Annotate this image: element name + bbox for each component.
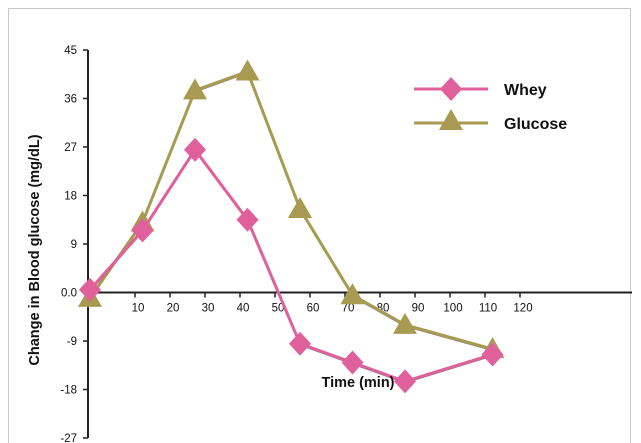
- y-tick-label: 45: [64, 45, 77, 57]
- x-tick-label: 50: [272, 303, 285, 315]
- legend-label-glucose: Glucose: [504, 116, 567, 133]
- x-tick-label: 30: [202, 303, 215, 315]
- y-tick-label: -27: [60, 433, 77, 443]
- legend: Whey Glucose: [414, 77, 567, 133]
- data-point-whey: [394, 369, 416, 394]
- x-tick-label: 110: [479, 303, 497, 315]
- series-glucose-shadow: [89, 72, 493, 352]
- x-tick-label: 120: [513, 303, 532, 315]
- series-whey: [79, 137, 504, 394]
- x-axis-label: Time (min): [321, 375, 394, 391]
- x-tick-label: 70: [342, 303, 355, 315]
- data-point-glucose: [288, 196, 312, 218]
- x-tick-label: 10: [132, 303, 145, 315]
- data-point-glucose: [393, 312, 417, 334]
- legend-item-glucose: Glucose: [414, 109, 567, 133]
- y-tick-label: 27: [64, 142, 77, 154]
- data-point-whey: [341, 350, 364, 375]
- data-point-glucose: [235, 59, 260, 81]
- legend-marker-whey: [440, 77, 462, 101]
- y-tick-labels: 45 36 27 18 9 0.0 -9 -18 -27: [60, 45, 77, 443]
- x-tick-label: 100: [443, 303, 462, 315]
- legend-item-whey: Whey: [414, 77, 547, 101]
- x-tick-label: 20: [167, 303, 180, 315]
- data-point-glucose: [340, 283, 365, 305]
- y-tick-label: 0.0: [61, 288, 77, 300]
- y-tick-label: 36: [64, 94, 77, 106]
- series-glucose-line: [88, 69, 493, 351]
- data-point-whey: [236, 207, 259, 232]
- data-point-whey: [131, 218, 154, 243]
- data-point-whey: [481, 342, 504, 367]
- data-point-whey: [289, 331, 311, 356]
- data-point-whey: [184, 137, 206, 162]
- x-tick-label: 90: [412, 303, 425, 315]
- y-tick-label: -18: [60, 385, 77, 397]
- series-whey-line: [88, 147, 493, 383]
- y-tick-label: -9: [67, 336, 77, 348]
- y-axis-label: Change in Blood glucose (mg/dL): [27, 134, 43, 365]
- x-tick-label: 60: [307, 303, 320, 315]
- legend-label-whey: Whey: [504, 82, 547, 99]
- x-tick-label: 40: [237, 303, 250, 315]
- series-layer: [78, 59, 505, 394]
- y-tick-label: 9: [71, 239, 77, 251]
- x-tick-labels: 10 20 30 40 50 60 70 80 90 100 110 120: [132, 303, 533, 315]
- data-point-glucose: [183, 78, 207, 100]
- legend-marker-glucose: [439, 109, 463, 130]
- chart-frame: [8, 8, 631, 443]
- data-point-whey: [79, 277, 101, 302]
- y-tick-label: 18: [64, 191, 77, 203]
